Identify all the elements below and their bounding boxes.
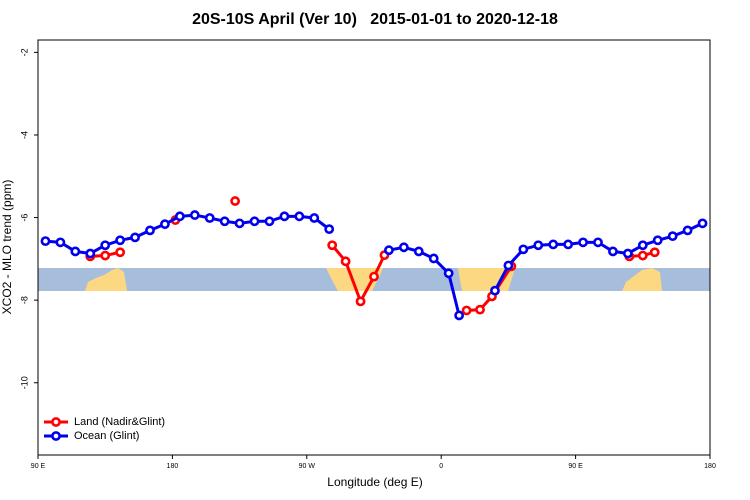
point <box>533 240 544 251</box>
point <box>697 218 708 229</box>
point <box>309 213 320 223</box>
point <box>369 271 379 282</box>
point <box>160 219 170 230</box>
point <box>249 216 260 227</box>
point <box>324 224 335 235</box>
point <box>608 246 618 257</box>
point <box>145 225 155 236</box>
point <box>340 256 351 267</box>
point <box>189 210 200 220</box>
series-line <box>45 213 704 316</box>
point <box>327 240 338 251</box>
y-axis-label: XCO2 - MLO trend (ppm) <box>0 180 14 315</box>
legend-marker <box>51 417 61 427</box>
point <box>637 250 648 261</box>
point <box>413 246 424 257</box>
point <box>70 246 81 257</box>
point <box>548 239 559 250</box>
x-tick-label: 90 E <box>568 463 583 470</box>
x-tick-label: 0 <box>439 463 443 470</box>
point <box>294 211 305 222</box>
y-tick-label: -2 <box>19 48 29 56</box>
x-tick-label: 180 <box>704 463 716 470</box>
point <box>398 242 409 253</box>
y-tick-label: -8 <box>19 296 29 304</box>
point <box>563 239 574 250</box>
x-axis-label: Longitude (deg E) <box>327 475 422 489</box>
point <box>100 250 111 261</box>
point <box>454 310 465 321</box>
x-tick-label: 180 <box>167 463 179 470</box>
land-patch <box>85 268 127 291</box>
point <box>130 232 140 243</box>
y-tick-label: -10 <box>19 376 29 389</box>
point <box>40 236 51 246</box>
point <box>264 216 275 227</box>
y-tick-label: -4 <box>19 131 29 139</box>
x-tick-label: 90 E <box>31 463 46 470</box>
point <box>55 237 66 248</box>
legend-marker <box>51 431 61 441</box>
point <box>475 304 485 315</box>
point <box>100 240 111 251</box>
point <box>518 244 529 255</box>
point <box>204 213 215 223</box>
point <box>637 240 648 251</box>
legend-label: Ocean (Glint) <box>74 430 139 442</box>
point <box>593 237 603 248</box>
point <box>461 305 472 316</box>
point <box>578 237 588 248</box>
point <box>174 211 185 222</box>
point <box>355 296 366 307</box>
point <box>115 247 126 258</box>
plot-frame <box>37 39 711 456</box>
point <box>667 231 678 242</box>
x-tick-label: 90 W <box>299 463 316 470</box>
point <box>443 268 454 279</box>
point <box>234 218 245 229</box>
legend-label: Land (Nadir&Glint) <box>74 416 165 428</box>
point <box>503 260 514 271</box>
point <box>279 211 290 222</box>
point <box>115 235 126 246</box>
point <box>649 247 660 258</box>
point <box>230 196 241 206</box>
land-patch <box>622 268 662 291</box>
point <box>384 245 394 256</box>
point <box>490 285 500 296</box>
chart-title: 20S-10S April (Ver 10) 2015-01-01 to 202… <box>192 11 558 28</box>
point <box>622 248 633 259</box>
point <box>682 225 693 236</box>
point <box>652 235 663 246</box>
point <box>219 216 230 227</box>
point <box>428 253 439 264</box>
y-tick-label: -6 <box>19 214 29 222</box>
point <box>85 248 96 259</box>
